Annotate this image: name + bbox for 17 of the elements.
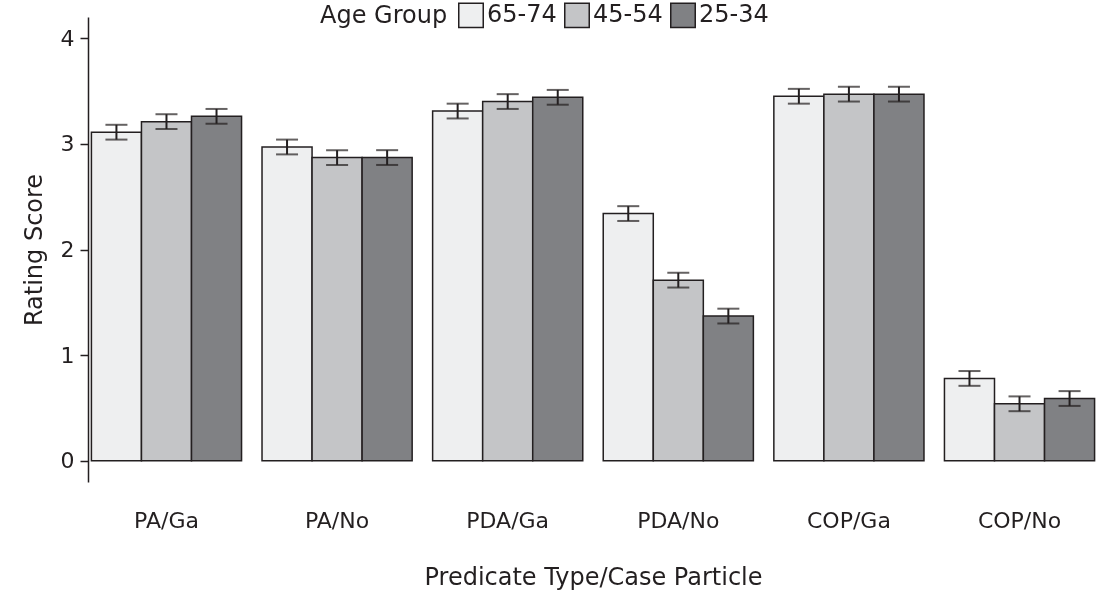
x-tick-label: PA/Ga (134, 507, 199, 533)
x-axis-title: Predicate Type/Case Particle (424, 562, 763, 591)
y-tick-label: 1 (60, 342, 75, 368)
x-tick-label: PDA/No (637, 507, 720, 533)
legend-label: 65-74 (487, 0, 557, 29)
y-axis-title: Rating Score (19, 173, 48, 327)
y-tick-label: 0 (60, 448, 75, 474)
legend-label: 25-34 (699, 0, 769, 29)
y-tick-label: 3 (60, 131, 75, 157)
x-tick-label: COP/Ga (806, 507, 891, 533)
y-tick-label: 4 (60, 25, 75, 51)
legend-title: Age Group (320, 1, 448, 29)
x-tick-label: PDA/Ga (466, 507, 550, 533)
x-tick-label: PA/No (304, 507, 370, 533)
legend-label: 45-54 (593, 0, 663, 29)
y-tick-label: 2 (60, 237, 75, 262)
x-tick-label: COP/No (977, 507, 1062, 533)
